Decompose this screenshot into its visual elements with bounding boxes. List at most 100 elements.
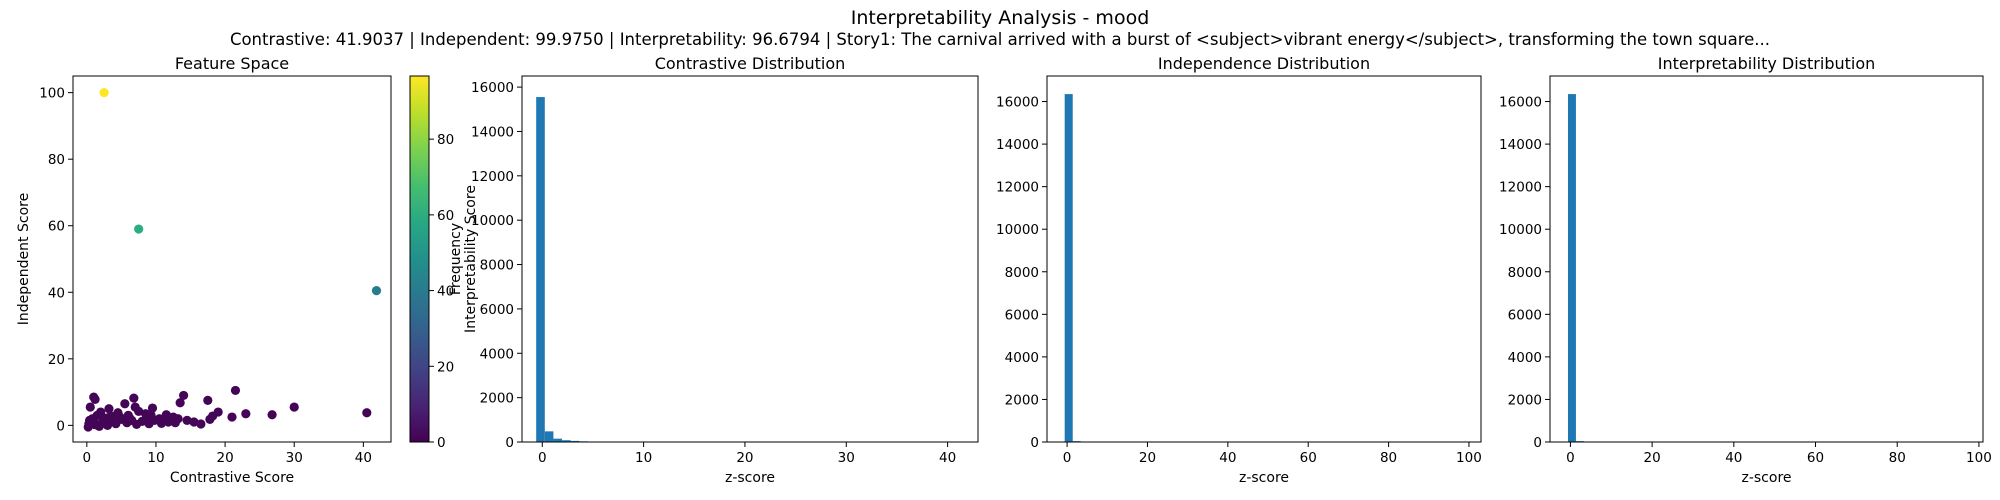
scatter-point xyxy=(203,395,213,406)
y-tick-label: 4000 xyxy=(480,346,514,362)
scatter-point xyxy=(85,402,95,412)
y-tick-label: 0 xyxy=(1533,435,1542,451)
x-tick-label: 10 xyxy=(147,450,164,466)
colorbar-tick-label: 20 xyxy=(437,359,454,375)
scatter-point xyxy=(241,409,251,419)
x-tick-label: 100 xyxy=(1456,450,1482,466)
scatter-point xyxy=(267,410,277,420)
scatter-point xyxy=(230,385,241,396)
y-tick-label: 14000 xyxy=(996,137,1039,153)
axes-frame xyxy=(521,75,979,443)
x-tick-label: 80 xyxy=(1380,450,1397,466)
y-tick-label: 6000 xyxy=(1508,307,1542,323)
x-tick-label: 40 xyxy=(355,450,372,466)
y-tick-label: 2000 xyxy=(480,391,514,407)
y-tick-label: 8000 xyxy=(480,258,514,274)
y-tick-label: 60 xyxy=(48,219,65,235)
scatter-point xyxy=(89,416,99,426)
y-tick-label: 6000 xyxy=(1005,307,1039,323)
colorbar-tick-label: 40 xyxy=(437,284,454,300)
y-tick-label: 12000 xyxy=(1499,180,1542,196)
subplot-title: Independence Distribution xyxy=(1158,54,1370,73)
y-tick-label: 10000 xyxy=(1499,222,1542,238)
x-tick-label: 80 xyxy=(1889,450,1906,466)
scatter-point xyxy=(101,413,111,423)
axes-frame xyxy=(1046,75,1482,443)
y-tick-label: 10000 xyxy=(471,213,514,229)
y-tick-label: 40 xyxy=(48,285,65,301)
x-tick-label: 30 xyxy=(286,450,303,466)
y-tick-label: 8000 xyxy=(1508,265,1542,281)
colorbar-label: Interpretability Score xyxy=(463,185,479,333)
x-axis-label: z-score xyxy=(1741,470,1791,486)
scatter-point xyxy=(99,88,109,98)
y-tick-label: 16000 xyxy=(471,80,514,96)
histogram-bar xyxy=(536,97,545,442)
scatter-point xyxy=(104,404,114,414)
scatter-point xyxy=(289,402,299,412)
y-tick-label: 4000 xyxy=(1508,350,1542,366)
histogram-bar xyxy=(553,438,563,442)
scatter-point xyxy=(96,407,106,417)
scatter-point xyxy=(179,390,189,401)
subplot-3: Interpretability Distribution 0 20 40 60 80 10… xyxy=(1499,54,1992,486)
histogram-bar xyxy=(570,440,580,442)
y-axis-label: Independent Score xyxy=(16,193,32,325)
figure-subtitle: Contrastive: 41.9037 | Independent: 99.9… xyxy=(229,30,1771,49)
axes-frame xyxy=(72,75,392,443)
x-tick-label: 10 xyxy=(635,450,652,466)
subplot-title: Feature Space xyxy=(175,54,289,73)
x-tick-label: 40 xyxy=(1219,450,1236,466)
scatter-point xyxy=(120,399,130,409)
y-tick-label: 4000 xyxy=(1005,350,1039,366)
scatter-point xyxy=(227,412,237,422)
y-tick-label: 12000 xyxy=(471,169,514,185)
scatter-point xyxy=(158,414,168,424)
colorbar-tick-label: 0 xyxy=(437,435,446,451)
y-tick-label: 2000 xyxy=(1005,392,1039,408)
y-tick-label: 20 xyxy=(48,352,65,368)
scatter-point xyxy=(175,398,185,408)
x-tick-label: 60 xyxy=(1807,450,1824,466)
colorbar: 0 20 40 60 80 Interpretability Score xyxy=(409,75,479,451)
x-tick-label: 20 xyxy=(1139,450,1156,466)
axes-frame xyxy=(1549,75,1984,443)
y-tick-label: 16000 xyxy=(1499,95,1542,111)
x-axis-label: z-score xyxy=(1239,470,1289,486)
scatter-point xyxy=(115,412,125,422)
y-tick-label: 14000 xyxy=(1499,137,1542,153)
scatter-point xyxy=(129,393,139,403)
x-tick-label: 100 xyxy=(1966,450,1992,466)
scatter-point xyxy=(208,411,218,421)
x-axis-label: z-score xyxy=(725,470,775,486)
subplot-0: Feature Space 0 10 20 30 40 0 20 40 60 80 100 Contra… xyxy=(16,54,392,486)
y-tick-label: 12000 xyxy=(996,180,1039,196)
subplot-title: Interpretability Distribution xyxy=(1658,54,1876,73)
y-tick-label: 16000 xyxy=(996,95,1039,111)
scatter-point xyxy=(147,403,158,413)
y-tick-label: 0 xyxy=(56,418,65,434)
scatter-point xyxy=(196,419,206,429)
figure-title: Interpretability Analysis - mood xyxy=(850,7,1150,29)
x-tick-label: 60 xyxy=(1300,450,1317,466)
scatter-point xyxy=(130,402,140,412)
x-tick-label: 0 xyxy=(538,450,547,466)
histogram-bar xyxy=(562,440,571,442)
y-axis-label: Frequency xyxy=(448,223,464,295)
x-tick-label: 30 xyxy=(838,450,855,466)
colorbar-scale xyxy=(409,75,430,443)
x-tick-label: 0 xyxy=(1566,450,1575,466)
scatter-point xyxy=(189,417,199,427)
scatter-point xyxy=(182,415,192,425)
scatter-point xyxy=(146,410,156,420)
y-tick-label: 8000 xyxy=(1005,265,1039,281)
subplot-2: Independence Distribution 0 20 40 60 80 100 0 20… xyxy=(996,54,1482,486)
colorbar-tick-label: 60 xyxy=(437,208,454,224)
subplot-1: Contrastive Distribution 0 10 20 30 40 0 2000 40… xyxy=(448,54,979,486)
x-axis-label: Contrastive Score xyxy=(170,470,294,486)
y-tick-label: 2000 xyxy=(1508,392,1542,408)
colorbar-tick-label: 80 xyxy=(437,132,454,148)
x-tick-label: 20 xyxy=(736,450,753,466)
